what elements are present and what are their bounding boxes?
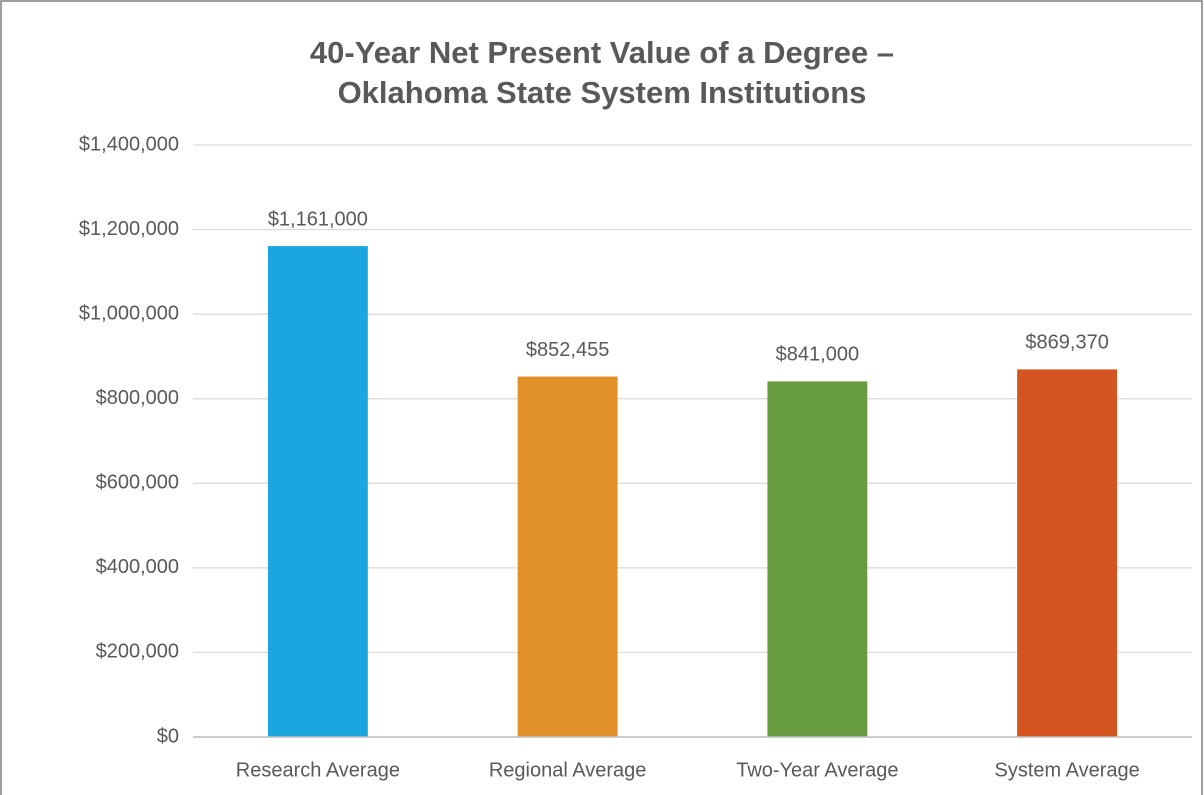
chart-title: Oklahoma State System Institutions	[338, 75, 867, 110]
y-tick-label: $0	[157, 725, 179, 747]
bar	[517, 376, 618, 737]
y-tick-label: $400,000	[96, 556, 179, 578]
y-tick-label: $1,400,000	[79, 133, 179, 155]
y-tick-label: $200,000	[96, 641, 179, 663]
bar	[1017, 369, 1118, 737]
y-tick-label: $1,200,000	[79, 218, 179, 240]
x-tick-label: Regional Average	[489, 759, 647, 781]
data-label: $841,000	[776, 344, 859, 366]
data-label: $852,455	[526, 339, 609, 361]
x-tick-label: Research Average	[236, 759, 400, 781]
bar	[267, 246, 368, 737]
chart-title: 40-Year Net Present Value of a Degree –	[310, 35, 894, 70]
y-tick-label: $600,000	[96, 472, 179, 494]
data-label: $1,161,000	[268, 208, 368, 230]
y-tick-label: $1,000,000	[79, 302, 179, 324]
bar	[767, 381, 868, 737]
x-tick-label: Two-Year Average	[736, 759, 898, 781]
y-tick-label: $800,000	[96, 387, 179, 409]
x-tick-label: System Average	[994, 759, 1139, 781]
data-label: $869,370	[1025, 332, 1108, 354]
